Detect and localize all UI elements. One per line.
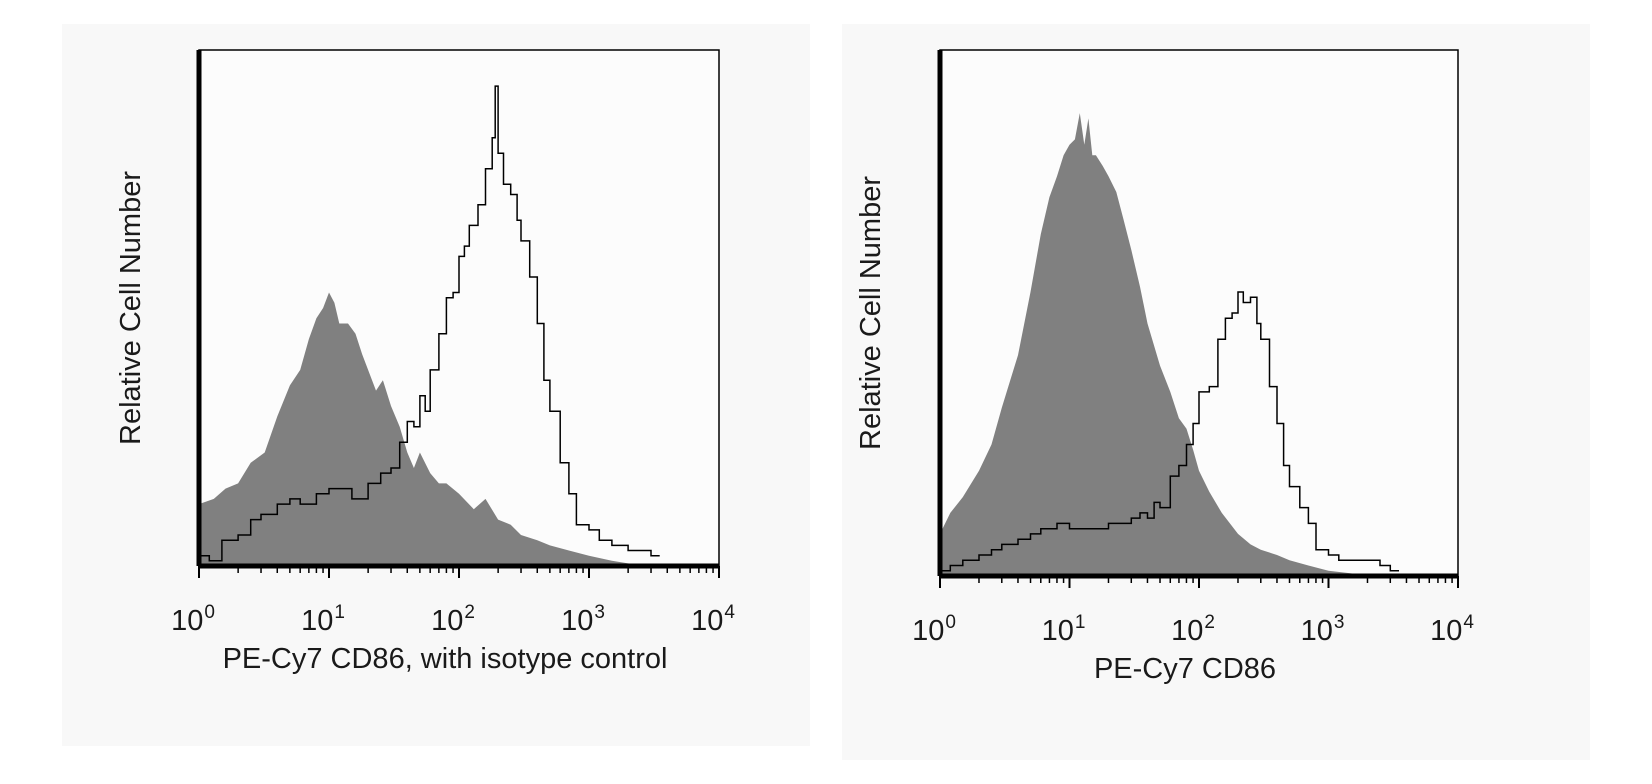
histogram-chart-cd86: 100 101 102 103 104 PE-Cy7 CD86 Relative Cel… [855, 49, 1474, 685]
histogram-panel-cd86: 100 101 102 103 104 PE-Cy7 CD86 Relative Cel… [842, 24, 1590, 760]
x-tick-label: 101 [1042, 612, 1086, 647]
x-tick-label: 103 [561, 602, 605, 637]
x-tick-label: 102 [431, 602, 475, 637]
outline-histogram-cd86 [199, 85, 660, 562]
x-tick-label: 104 [691, 602, 735, 637]
histogram-chart-isotype: 100 101 102 103 104 PE-Cy7 CD86, with isotyp… [115, 49, 735, 675]
filled-histogram-unstained [940, 113, 1368, 576]
x-tick-label: 103 [1301, 612, 1345, 647]
x-axis-tick-labels: 100 101 102 103 104 [912, 612, 1474, 647]
filled-histogram-isotype-control [199, 292, 651, 566]
x-axis-ticks [198, 566, 720, 578]
x-axis-label: PE-Cy7 CD86 [1094, 653, 1276, 685]
x-tick-label: 102 [1171, 612, 1215, 647]
x-tick-label: 101 [301, 602, 345, 637]
x-tick-label: 100 [912, 612, 956, 647]
x-axis-label: PE-Cy7 CD86, with isotype control [223, 643, 668, 675]
x-tick-label: 100 [171, 602, 215, 637]
y-axis-label: Relative Cell Number [855, 176, 887, 450]
x-tick-label: 104 [1430, 612, 1474, 647]
histogram-panel-isotype: 100 101 102 103 104 PE-Cy7 CD86, with isotyp… [62, 24, 810, 746]
x-axis-ticks [939, 576, 1459, 588]
outline-histogram-cd86 [940, 291, 1399, 572]
y-axis-label: Relative Cell Number [115, 171, 147, 445]
x-axis-tick-labels: 100 101 102 103 104 [171, 602, 735, 637]
